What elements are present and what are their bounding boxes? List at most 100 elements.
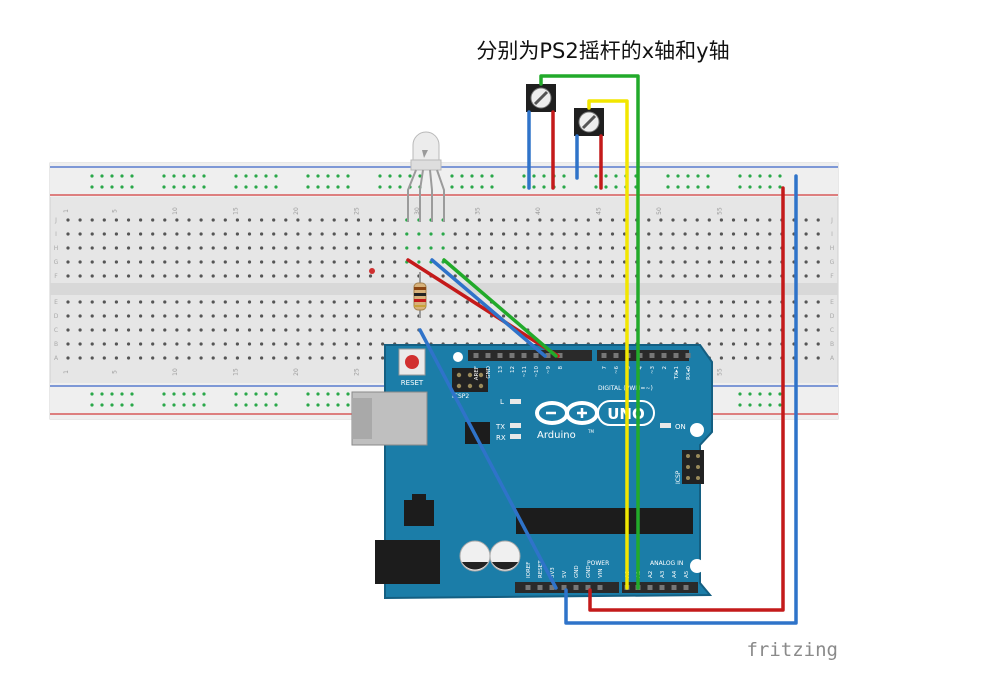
breadboard-hole — [610, 218, 615, 222]
digital-pin-label: ~5 — [626, 366, 632, 375]
breadboard-hole — [707, 300, 711, 304]
rail-hole — [130, 174, 134, 178]
breadboard-hole — [90, 232, 94, 236]
breadboard-hole — [538, 218, 542, 222]
breadboard-hole — [417, 232, 421, 236]
breadboard-hole — [211, 218, 215, 222]
rail-hole — [90, 174, 94, 178]
breadboard-hole — [90, 246, 94, 250]
breadboard-hole — [707, 274, 711, 278]
breadboard-hole — [175, 274, 179, 278]
row-letter: J — [54, 217, 57, 224]
rail-hole — [778, 403, 782, 407]
breadboard-hole — [114, 260, 118, 264]
breadboard-hole — [66, 246, 70, 250]
breadboard-hole — [610, 314, 615, 318]
breadboard-hole — [151, 274, 155, 278]
breadboard-hole — [332, 300, 336, 304]
breadboard-hole — [768, 342, 772, 346]
breadboard-hole — [78, 274, 82, 278]
rail-hole — [522, 185, 526, 189]
breadboard-hole — [647, 232, 651, 236]
breadboard-hole — [393, 232, 397, 236]
header-pin — [585, 585, 591, 590]
breadboard-hole — [284, 342, 288, 346]
breadboard-hole — [756, 300, 760, 304]
breadboard-hole — [683, 218, 687, 222]
breadboard-hole — [550, 246, 554, 250]
breadboard-hole — [550, 232, 554, 236]
breadboard-hole — [804, 218, 808, 222]
rail-hole — [162, 174, 166, 178]
breadboard-hole — [804, 246, 808, 250]
rail-hole — [90, 185, 94, 189]
breadboard-hole — [526, 274, 530, 278]
breadboard-hole — [66, 274, 70, 278]
breadboard-hole — [187, 314, 191, 318]
reset-button-cap — [405, 355, 419, 369]
breadboard-hole — [768, 300, 772, 304]
breadboard-hole — [707, 246, 711, 250]
power-pin-label: VIN — [598, 569, 604, 579]
column-number: 20 — [293, 207, 300, 215]
breadboard-hole — [272, 300, 276, 304]
breadboard-hole — [393, 246, 397, 250]
digital-pin-label: ~9 — [546, 366, 552, 375]
breadboard-hole — [368, 342, 373, 346]
breadboard-hole — [719, 356, 724, 360]
breadboard-hole — [78, 260, 82, 264]
breadboard-hole — [272, 342, 276, 346]
breadboard-hole — [731, 260, 736, 264]
breadboard-hole — [139, 342, 143, 346]
breadboard-hole — [695, 260, 699, 264]
breadboard-hole — [683, 314, 687, 318]
row-letter: D — [830, 313, 835, 320]
rail-hole — [172, 403, 176, 407]
breadboard-hole — [78, 356, 82, 360]
breadboard-hole — [514, 300, 518, 304]
breadboard-hole — [417, 260, 421, 264]
breadboard-hole — [719, 314, 724, 318]
breadboard-hole — [744, 342, 748, 346]
breadboard-hole — [211, 246, 215, 250]
rail-hole — [192, 403, 196, 407]
breadboard-hole — [139, 260, 143, 264]
breadboard-hole — [260, 232, 264, 236]
column-number: 5 — [111, 209, 118, 213]
breadboard-hole — [211, 232, 215, 236]
breadboard-hole — [344, 260, 348, 264]
breadboard-hole — [538, 260, 542, 264]
rail-hole — [336, 185, 340, 189]
header-pin — [525, 585, 531, 590]
row-letter: H — [54, 245, 59, 252]
breadboard-hole — [272, 218, 276, 222]
breadboard-hole — [320, 218, 324, 222]
breadboard-hole — [102, 232, 106, 236]
breadboard-hole — [768, 328, 772, 332]
rail-hole — [274, 185, 278, 189]
breadboard-hole — [332, 218, 336, 222]
icsp-label: ICSP — [675, 470, 682, 484]
tx-led — [510, 423, 521, 428]
breadboard-hole — [272, 328, 276, 332]
breadboard-hole — [247, 274, 252, 278]
rail-hole — [336, 403, 340, 407]
breadboard-hole — [151, 246, 155, 250]
column-number: 30 — [414, 207, 421, 215]
breadboard-hole — [163, 232, 167, 236]
breadboard-hole — [356, 246, 360, 250]
breadboard-hole — [707, 260, 711, 264]
breadboard-hole — [731, 218, 736, 222]
rail-hole — [748, 174, 752, 178]
breadboard-hole — [139, 274, 143, 278]
analog-pin-label: A2 — [648, 571, 654, 578]
breadboard-hole — [598, 246, 603, 250]
column-number: 1 — [63, 370, 70, 374]
column-number: 10 — [172, 207, 179, 215]
column-number: 10 — [172, 368, 179, 376]
breadboard-hole — [247, 328, 252, 332]
breadboard-hole — [344, 218, 348, 222]
breadboard-hole — [284, 314, 288, 318]
breadboard-hole — [308, 232, 312, 236]
breadboard-hole — [756, 342, 760, 346]
